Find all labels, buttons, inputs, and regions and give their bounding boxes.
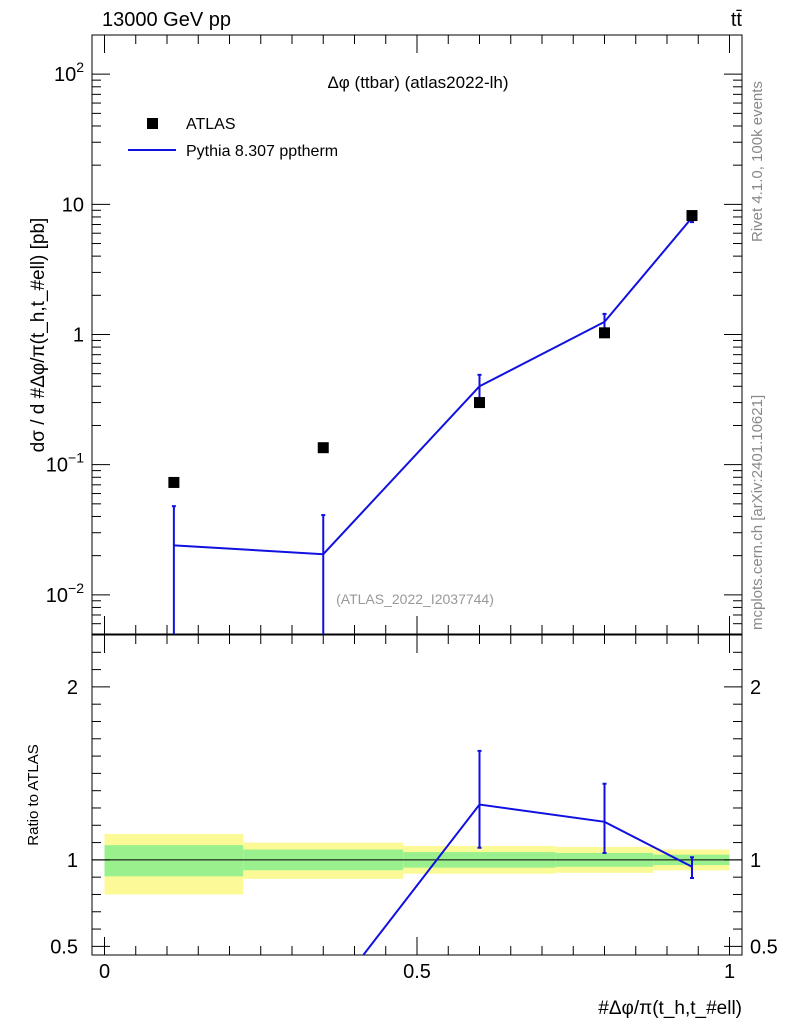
rivet-version-label: Rivet 4.1.0, 100k events [749,81,766,242]
ratio-plot-ticks: 0.5 0.5 1 1 2 2 0 0.5 1 [50,634,778,983]
ratio-plot-series [362,749,694,955]
y-tick-label: 10 [62,194,84,216]
pythia-ratio-curve [362,803,693,955]
atlas-data-point [686,210,698,222]
main-plot-series [168,210,698,634]
legend-pythia-label: Pythia 8.307 pptherm [186,143,338,160]
atlas-data-point [168,476,180,488]
ratio-y-tick-label-right: 0.5 [750,936,778,958]
x-tick-label: 0 [99,961,110,983]
main-y-axis-label: dσ / d #Δφ/π(t_h,t_#ell) [pb] [28,218,49,453]
ratio-plot-frame [91,634,743,956]
main-plot-panel: 10−2 10−1 1 10 102 Δφ (ttbar) (atlas2022-lh)… [28,34,743,635]
pythia-curve [173,217,693,556]
ratio-y-tick-label: 1 [67,850,78,872]
legend-atlas-marker [147,118,158,129]
y-tick-label: 102 [54,59,84,86]
atlas-data-point [317,442,329,454]
legend: ATLAS Pythia 8.307 pptherm [128,116,338,160]
y-tick-label: 10−2 [46,580,84,607]
ratio-y-tick-label: 0.5 [50,936,78,958]
legend-atlas-label: ATLAS [186,116,236,133]
y-tick-label: 1 [73,325,84,347]
atlas-data-point [599,327,610,339]
x-tick-label: 1 [724,961,735,983]
ratio-plot-panel: 0.5 0.5 1 1 2 2 0 0.5 1 Ratio to ATLAS #Δφ/π(t_h… [25,634,778,1019]
ratio-y-tick-label-right: 1 [750,850,761,872]
mcplots-label: mcplots.cern.ch [arXiv:2401.10621] [749,395,766,630]
x-axis-label: #Δφ/π(t_h,t_#ell) [598,998,742,1019]
ratio-y-axis-label: Ratio to ATLAS [25,744,42,845]
analysis-id-label: (ATLAS_2022_I2037744) [336,591,494,607]
atlas-data-point [474,397,485,409]
ratio-y-tick-label-right: 2 [750,677,761,699]
process-label: tt̄ [731,9,743,31]
stat-uncertainty-band [104,845,244,877]
x-tick-label: 0.5 [403,961,431,983]
ratio-y-tick-label: 2 [67,677,78,699]
y-tick-label: 10−1 [46,450,84,477]
plot-title: Δφ (ttbar) (atlas2022-lh) [327,73,508,92]
main-y-axis-label-text: dσ / d #Δφ/π(t_h,t_#ell) [pb] [28,218,49,453]
energy-label: 13000 GeV pp [102,9,231,31]
main-plot-ticks: 10−2 10−1 1 10 102 [46,34,742,635]
